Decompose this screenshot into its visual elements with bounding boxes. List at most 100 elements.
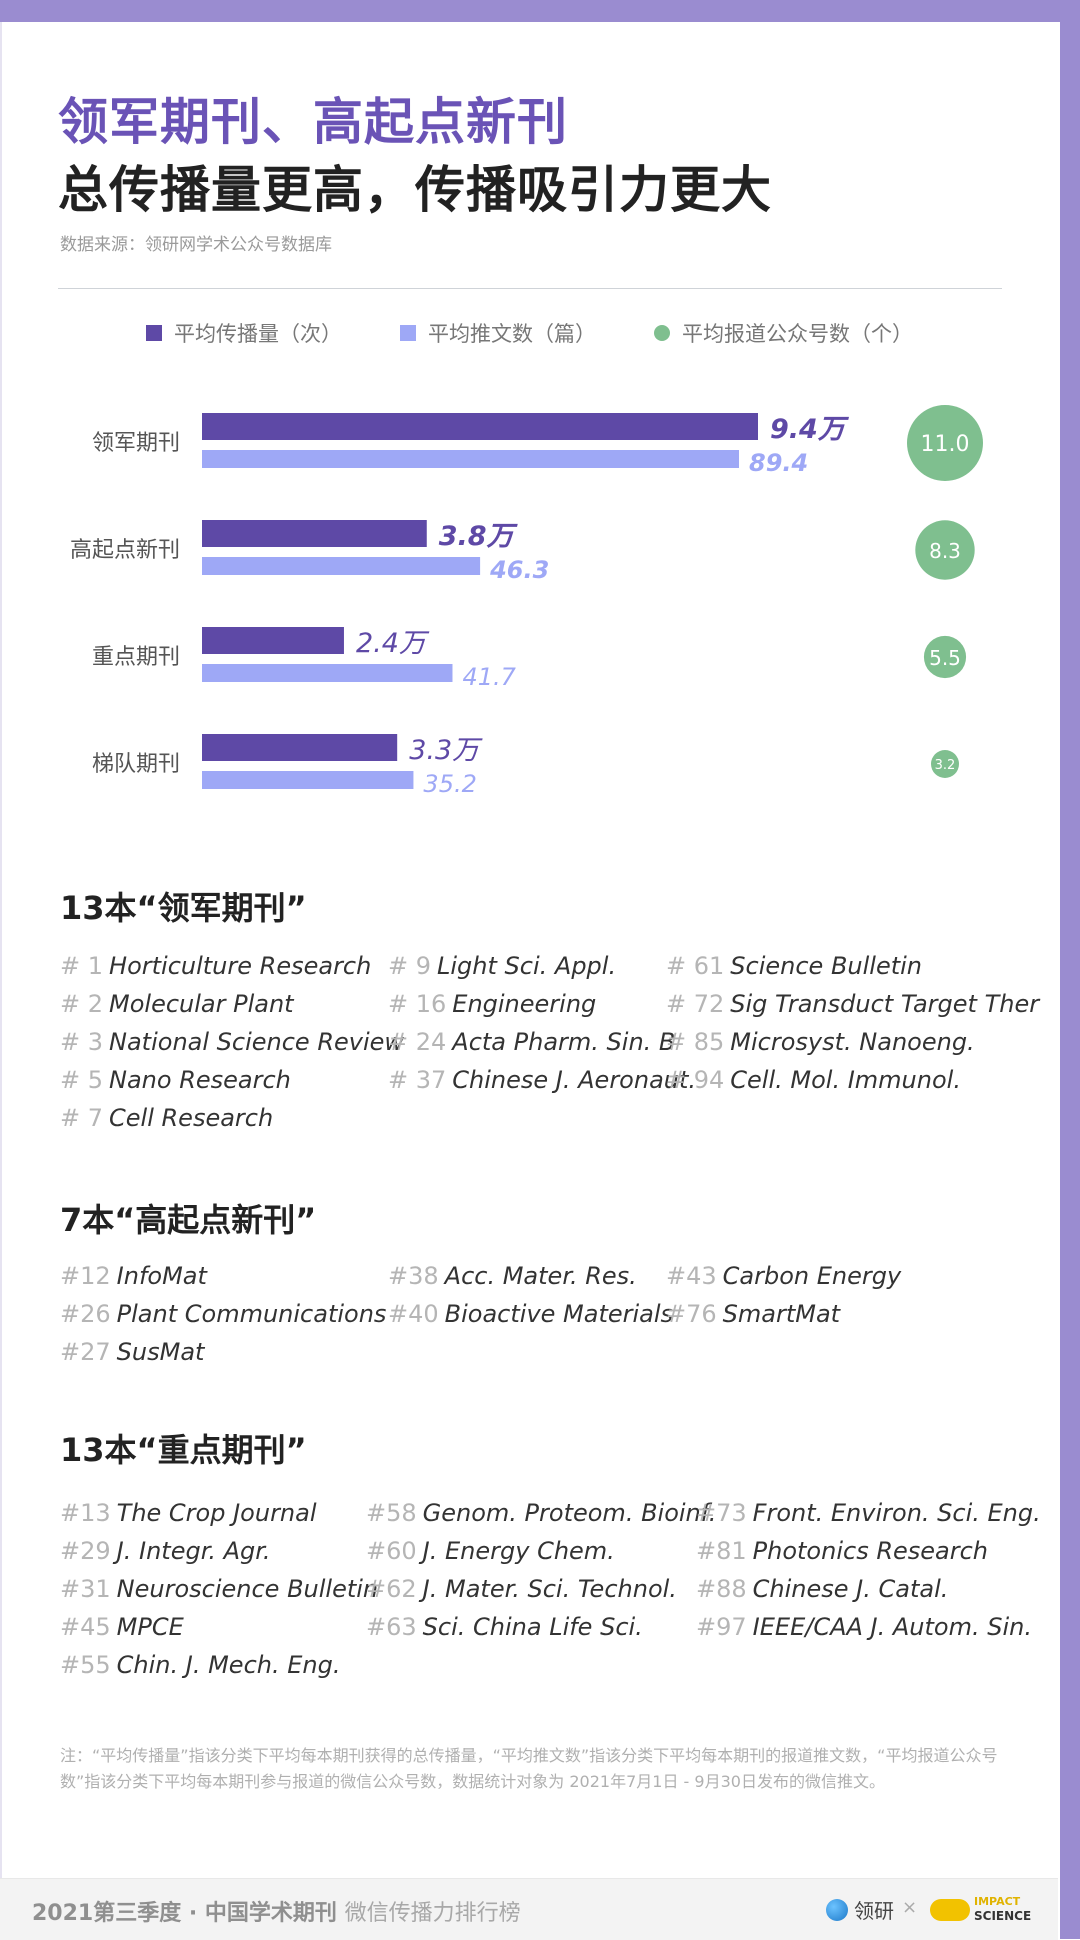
bubble-accounts	[923, 635, 967, 679]
journal-name: Acta Pharm. Sin. B	[452, 1028, 676, 1056]
journal-list-item: #63 Sci. China Life Sci.	[366, 1613, 643, 1641]
journal-list-item: #81 Photonics Research	[696, 1537, 988, 1565]
journal-name: SusMat	[116, 1338, 205, 1366]
bubble-label-accounts: 11.0	[921, 432, 970, 457]
journal-rank: # 5	[60, 1066, 104, 1094]
bar-posts	[202, 664, 453, 682]
title-line-2: 总传播量更高，传播吸引力更大	[58, 161, 772, 219]
data-label-spread: 9.4万	[770, 414, 850, 445]
journal-name: J. Energy Chem.	[422, 1537, 615, 1565]
journal-rank: # 94	[666, 1066, 725, 1094]
bar-spread	[202, 520, 427, 547]
journal-name: Molecular Plant	[109, 990, 294, 1018]
legend-dot-accounts	[654, 325, 670, 341]
journal-list-item: # 1 Horticulture Research	[60, 952, 371, 980]
journal-rank: #97	[696, 1613, 747, 1641]
journal-name: Horticulture Research	[109, 952, 372, 980]
journal-rank: #31	[60, 1575, 111, 1603]
journal-rank: #88	[696, 1575, 747, 1603]
legend-label-spread: 平均传播量（次）	[174, 322, 342, 346]
journal-rank: #45	[60, 1613, 111, 1641]
impact-science-logo: IMPACT SCIENCE	[930, 1893, 1031, 1927]
bubble-accounts	[915, 520, 975, 580]
journal-rank: #38	[388, 1262, 439, 1290]
journal-rank: #62	[366, 1575, 417, 1603]
journal-list-item: #58 Genom. Proteom. Bioinf.	[366, 1499, 716, 1527]
logo-text: 领研	[854, 1899, 894, 1923]
journal-rank: # 72	[666, 990, 725, 1018]
journal-rank: #76	[666, 1300, 717, 1328]
journal-list-item: #27 SusMat	[60, 1338, 204, 1366]
journal-name: Chinese J. Aeronaut.	[452, 1066, 697, 1094]
journal-name: Cell. Mol. Immunol.	[730, 1066, 961, 1094]
footnote: 注：“平均传播量”指该分类下平均每本期刊获得的总传播量，“平均推文数”指该分类下…	[60, 1746, 998, 1791]
journal-rank: # 16	[388, 990, 447, 1018]
journal-list-item: # 37 Chinese J. Aeronaut.	[388, 1066, 696, 1094]
journal-list-item: # 5 Nano Research	[60, 1066, 291, 1094]
section-title: 13本“重点期刊”	[60, 1431, 307, 1469]
bubble-accounts	[931, 750, 959, 778]
journal-name: Neuroscience Bulletin	[116, 1575, 379, 1603]
journal-list-item: # 2 Molecular Plant	[60, 990, 294, 1018]
journal-list-item: # 9 Light Sci. Appl.	[388, 952, 616, 980]
journal-rank: # 9	[388, 952, 432, 980]
journal-name: Plant Communications	[116, 1300, 387, 1328]
journal-rank: #27	[60, 1338, 111, 1366]
legend-item-posts: 平均推文数（篇）	[400, 318, 596, 348]
partner-line-1: IMPACT	[974, 1895, 1021, 1908]
journal-list-item: #29 J. Integr. Agr.	[60, 1537, 271, 1565]
journal-list-item: #97 IEEE/CAA J. Autom. Sin.	[696, 1613, 1032, 1641]
journal-name: Chinese J. Catal.	[752, 1575, 949, 1603]
globe-icon	[826, 1898, 848, 1921]
journal-list-item: #62 J. Mater. Sci. Technol.	[366, 1575, 677, 1603]
journal-rank: # 3	[60, 1028, 104, 1056]
journal-name: SmartMat	[722, 1300, 841, 1328]
journal-rank: #12	[60, 1262, 111, 1290]
journal-rank: #58	[366, 1499, 417, 1527]
journal-rank: #55	[60, 1651, 111, 1679]
journal-list-item: #13 The Crop Journal	[60, 1499, 317, 1527]
journal-list-item: # 94 Cell. Mol. Immunol.	[666, 1066, 961, 1094]
legend-item-accounts: 平均报道公众号数（个）	[654, 318, 913, 348]
title-line-1: 领军期刊、高起点新刊	[58, 93, 568, 151]
journal-list-item: #76 SmartMat	[666, 1300, 840, 1328]
journal-name: J. Integr. Agr.	[116, 1537, 271, 1565]
journal-list-item: #55 Chin. J. Mech. Eng.	[60, 1651, 340, 1679]
category-label: 重点期刊	[92, 645, 180, 670]
journal-list-item: # 61 Science Bulletin	[666, 952, 922, 980]
footer-brand-bold: 2021第三季度 · 中国学术期刊	[32, 1901, 337, 1926]
journal-rank: #60	[366, 1537, 417, 1565]
journal-name: Science Bulletin	[730, 952, 923, 980]
journal-list-item: #38 Acc. Mater. Res.	[388, 1262, 637, 1290]
data-label-spread: 3.8万	[439, 521, 519, 552]
right-frame-band	[1058, 0, 1080, 1939]
journal-name: Microsyst. Nanoeng.	[730, 1028, 975, 1056]
journal-rank: # 85	[666, 1028, 725, 1056]
journal-name: Carbon Energy	[722, 1262, 902, 1290]
journal-rank: #26	[60, 1300, 111, 1328]
data-label-posts: 35.2	[423, 770, 476, 798]
data-label-spread: 3.3万	[409, 735, 483, 766]
journal-name: Photonics Research	[752, 1537, 989, 1565]
journal-name: Acc. Mater. Res.	[444, 1262, 637, 1290]
journal-list-item: #73 Front. Environ. Sci. Eng.	[696, 1499, 1041, 1527]
legend-label-accounts: 平均报道公众号数（个）	[682, 322, 913, 346]
bar-posts	[202, 557, 481, 575]
journal-list-item: # 7 Cell Research	[60, 1104, 273, 1132]
journal-list-item: #12 InfoMat	[60, 1262, 207, 1290]
journal-name: Chin. J. Mech. Eng.	[116, 1651, 341, 1679]
journal-list-item: #88 Chinese J. Catal.	[696, 1575, 948, 1603]
category-label: 高起点新刊	[70, 538, 180, 563]
journal-list-item: # 85 Microsyst. Nanoeng.	[666, 1028, 975, 1056]
journal-name: Cell Research	[109, 1104, 274, 1132]
bar-spread	[202, 627, 344, 654]
section-title: 13本“领军期刊”	[60, 889, 307, 927]
bar-posts	[202, 771, 414, 789]
journal-name: MPCE	[116, 1613, 184, 1641]
category-label: 梯队期刊	[92, 752, 180, 777]
data-label-posts: 89.4	[749, 449, 808, 477]
linkresearcher-logo: 领研	[826, 1895, 894, 1924]
journal-list-item: # 72 Sig Transduct Target Ther	[666, 990, 1039, 1018]
footer-brand: 2021第三季度 · 中国学术期刊 微信传播力排行榜	[32, 1895, 521, 1927]
journal-rank: #13	[60, 1499, 111, 1527]
